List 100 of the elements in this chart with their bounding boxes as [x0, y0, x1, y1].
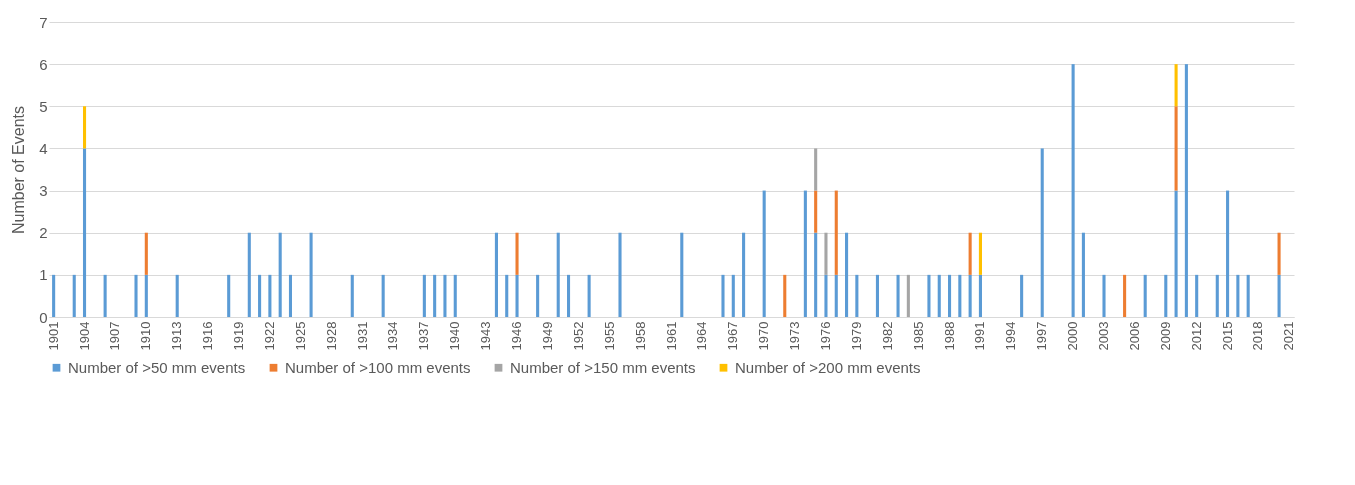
bar — [443, 274, 447, 317]
bar — [566, 274, 571, 317]
legend-label: Number of >150 mm events — [510, 358, 696, 376]
x-tick-label: 2000 — [1065, 321, 1081, 351]
bar — [587, 274, 591, 317]
x-tick-label: 1916 — [200, 321, 216, 351]
y-tick-label: 2 — [39, 224, 48, 242]
bar — [1215, 274, 1219, 317]
x-tick-label: 1946 — [509, 321, 525, 351]
bar — [783, 274, 787, 317]
bar — [82, 148, 87, 317]
bar — [227, 274, 231, 317]
x-tick-label: 1940 — [447, 321, 463, 351]
x-tick-label: 1934 — [385, 321, 401, 351]
bar — [618, 232, 622, 317]
x-tick-label: 2006 — [1126, 321, 1142, 351]
bar — [680, 232, 684, 317]
bar — [1246, 274, 1250, 317]
x-tick-label: 2009 — [1157, 321, 1173, 351]
bar — [1174, 64, 1178, 107]
y-tick-label: 1 — [39, 266, 48, 284]
x-tick-label: 1961 — [663, 321, 679, 351]
bar — [1164, 274, 1168, 317]
bar — [762, 190, 766, 317]
bar — [82, 106, 87, 149]
x-tick-label: 1943 — [478, 321, 494, 351]
x-tick-label: 1973 — [787, 321, 803, 351]
bar — [350, 274, 354, 317]
y-tick-label: 5 — [39, 97, 48, 115]
x-tick-label: 1913 — [169, 321, 185, 351]
bar — [896, 274, 900, 317]
bar — [958, 274, 962, 317]
bar — [1102, 274, 1106, 317]
bar — [422, 274, 426, 317]
bar — [52, 274, 56, 317]
bar — [814, 148, 818, 191]
y-axis-title: Number of Events — [10, 105, 28, 235]
bar — [494, 232, 498, 317]
bar — [1184, 64, 1188, 317]
bar — [824, 274, 828, 317]
x-tick-label: 2003 — [1096, 321, 1112, 351]
bar — [72, 274, 76, 317]
bar — [855, 274, 859, 317]
bar — [1277, 274, 1281, 317]
bar — [1174, 106, 1178, 191]
bar — [968, 232, 972, 275]
bar — [978, 232, 982, 275]
x-tick-label: 1991 — [972, 321, 988, 351]
bar — [309, 232, 313, 317]
bar — [556, 232, 560, 317]
bar — [731, 274, 735, 317]
legend-label: Number of >50 mm events — [68, 358, 246, 376]
bar — [134, 274, 138, 317]
x-tick-label: 1967 — [725, 321, 741, 351]
bar — [258, 274, 262, 317]
bar — [1277, 232, 1281, 275]
x-tick-label: 2021 — [1281, 321, 1297, 351]
bar — [515, 274, 519, 317]
y-tick-label: 0 — [39, 308, 48, 326]
bar — [927, 274, 931, 317]
legend-label: Number of >200 mm events — [735, 358, 921, 376]
bar — [1174, 190, 1178, 317]
x-tick-label: 1949 — [539, 321, 555, 351]
bar — [968, 274, 972, 317]
bar — [1123, 274, 1127, 317]
bar — [453, 274, 457, 317]
bar — [834, 274, 838, 317]
bar — [1143, 274, 1147, 317]
y-tick-label: 3 — [39, 182, 48, 200]
x-tick-label: 1979 — [848, 321, 864, 351]
bar — [803, 190, 807, 317]
x-tick-label: 1985 — [910, 321, 926, 351]
bar — [536, 274, 540, 317]
x-tick-label: 1952 — [570, 321, 586, 351]
bar — [978, 274, 982, 317]
bar — [433, 274, 437, 317]
bar — [1020, 274, 1024, 317]
bar — [175, 274, 179, 317]
bar — [1081, 232, 1085, 317]
bar — [381, 274, 385, 317]
x-tick-label: 1988 — [941, 321, 957, 351]
bar — [814, 232, 818, 317]
bar — [1071, 64, 1075, 317]
x-tick-label: 1982 — [879, 321, 895, 351]
x-tick-label: 1955 — [601, 321, 617, 351]
bar — [845, 232, 849, 317]
bar — [515, 232, 519, 275]
bar — [742, 232, 746, 317]
x-tick-label: 1964 — [694, 321, 710, 351]
x-tick-label: 1931 — [354, 321, 370, 351]
bar — [144, 232, 148, 275]
y-tick-label: 7 — [39, 13, 48, 31]
bar — [937, 274, 941, 317]
x-tick-label: 1904 — [76, 321, 92, 351]
bar — [505, 274, 509, 317]
bar — [721, 274, 725, 317]
bar — [948, 274, 952, 317]
x-tick-label: 1958 — [632, 321, 648, 351]
x-tick-label: 2018 — [1250, 321, 1266, 351]
bar — [875, 274, 879, 317]
